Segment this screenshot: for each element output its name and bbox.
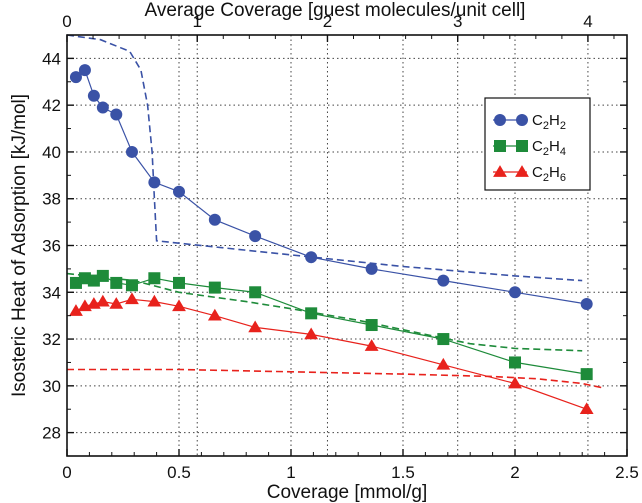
data-point-square [516,140,528,152]
series-c2h6 [69,292,594,415]
dashed-curve [67,368,605,389]
data-point-square [249,286,262,299]
data-point-square [580,368,593,381]
y-tick-label: 40 [42,143,61,162]
data-point-circle [148,176,161,189]
x-tick-label: 1 [286,463,295,482]
y-axis-title: Isosteric Heat of Adsorption [kJ/mol] [9,94,30,397]
top-axis-title: Average Coverage [guest molecules/unit c… [145,0,526,21]
data-point-square [173,276,185,289]
data-point-triangle [579,402,594,415]
data-point-triangle [364,339,379,351]
data-point-triangle [147,294,162,307]
data-point-triangle [508,376,522,389]
legend-label: C2H2 [532,112,566,132]
data-point-triangle [95,294,110,307]
x-tick-label: 0 [62,463,71,482]
legend-label: C2H6 [532,164,566,184]
top-tick-label: 2 [323,12,332,31]
legend-text-part: C [532,112,543,129]
data-point-square [208,281,221,294]
data-point-square [437,333,450,346]
data-point-circle [208,213,221,226]
data-point-triangle [69,304,83,316]
data-point-square [148,272,161,285]
y-tick-label: 32 [42,330,61,349]
legend-text-part: C [532,164,543,181]
y-tick-label: 42 [42,96,61,115]
x-tick-label: 2.5 [615,463,639,482]
top-tick-label: 3 [453,12,462,31]
data-point-square [509,356,521,369]
legend-subscript: 2 [543,146,549,158]
data-point-circle [580,297,593,310]
data-point-square [125,279,138,292]
legend-text-part: C [532,138,543,155]
data-point-triangle [172,299,186,312]
x-tick-label: 1.5 [391,463,415,482]
dashed-curve [66,272,583,352]
legend-subscript: 2 [560,120,566,132]
legend-subscript: 2 [543,172,549,184]
data-point-circle [516,114,528,126]
data-point-circle [365,262,378,275]
x-tick-label: 0.5 [167,463,191,482]
data-point-square [110,276,123,289]
top-tick-label: 4 [583,12,592,31]
data-point-square [96,269,109,282]
data-point-circle [249,230,262,243]
data-point-circle [173,185,185,198]
y-tick-label: 30 [42,377,61,396]
y-tick-label: 34 [42,283,61,302]
data-point-circle [96,101,109,114]
data-series [69,64,594,415]
data-point-triangle [109,297,124,309]
y-tick-label: 38 [42,190,61,209]
data-point-triangle [304,327,319,340]
data-point-circle [305,251,318,264]
x-axis-title: Coverage [mmol/g] [267,482,428,503]
data-point-circle [78,64,91,77]
data-point-triangle [207,308,222,321]
data-point-triangle [125,292,139,305]
data-point-circle [437,274,450,287]
data-point-triangle [436,357,451,370]
data-point-triangle [493,165,507,177]
data-point-circle [69,71,82,84]
data-point-triangle [248,320,263,333]
data-point-square [494,140,506,152]
legend-subscript: 2 [543,120,549,132]
legend-text-part: H [549,112,560,129]
dashed-curve [66,34,583,282]
grid-lines [67,35,627,456]
y-tick-label: 28 [42,424,61,443]
legend-subscript: 4 [560,146,566,158]
data-point-triangle [515,165,529,177]
legend-label: C2H4 [532,138,566,158]
data-point-circle [509,286,521,299]
x-tick-label: 2 [510,463,519,482]
y-tick-label: 36 [42,237,61,256]
data-point-circle [87,89,100,102]
legend-text-part: H [549,164,560,181]
dashed-simulation-curves [66,34,605,389]
data-point-circle [125,145,138,158]
legend-text-part: H [549,138,560,155]
data-point-circle [494,114,506,126]
top-tick-label: 1 [192,12,201,31]
y-tick-label: 44 [42,49,61,68]
series-c2h4 [69,269,593,381]
data-point-square [305,307,318,320]
data-point-square [365,319,378,332]
series-c2h2 [69,64,593,310]
data-point-circle [110,108,123,121]
top-tick-label: 0 [62,12,71,31]
legend-subscript: 6 [560,172,566,184]
